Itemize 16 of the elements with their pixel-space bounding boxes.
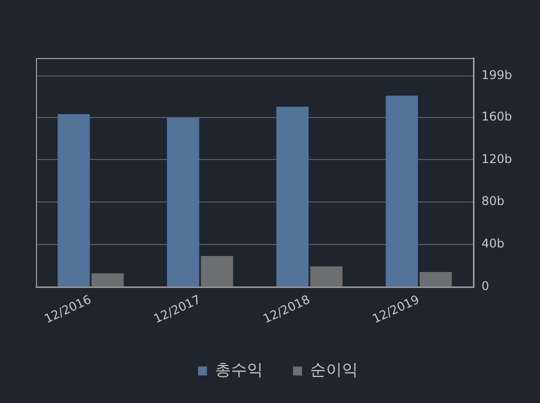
bar: [310, 266, 342, 286]
y-tick-label: 199b: [481, 68, 512, 82]
bar: [420, 272, 452, 286]
bar: [386, 96, 418, 286]
y-tick-label: 80b: [481, 194, 504, 208]
legend-label: 순이익: [310, 360, 358, 380]
bar: [276, 106, 309, 286]
bar: [200, 256, 234, 286]
bar: [58, 114, 90, 286]
y-tick-label: 0: [481, 279, 490, 294]
y-tick-label: 40b: [481, 236, 504, 251]
y-tick-label: 120b: [481, 152, 512, 166]
y-tick-label: 160b: [481, 109, 512, 124]
legend-label: 총수익: [215, 360, 263, 380]
bar: [167, 118, 200, 286]
bar: [92, 273, 124, 286]
